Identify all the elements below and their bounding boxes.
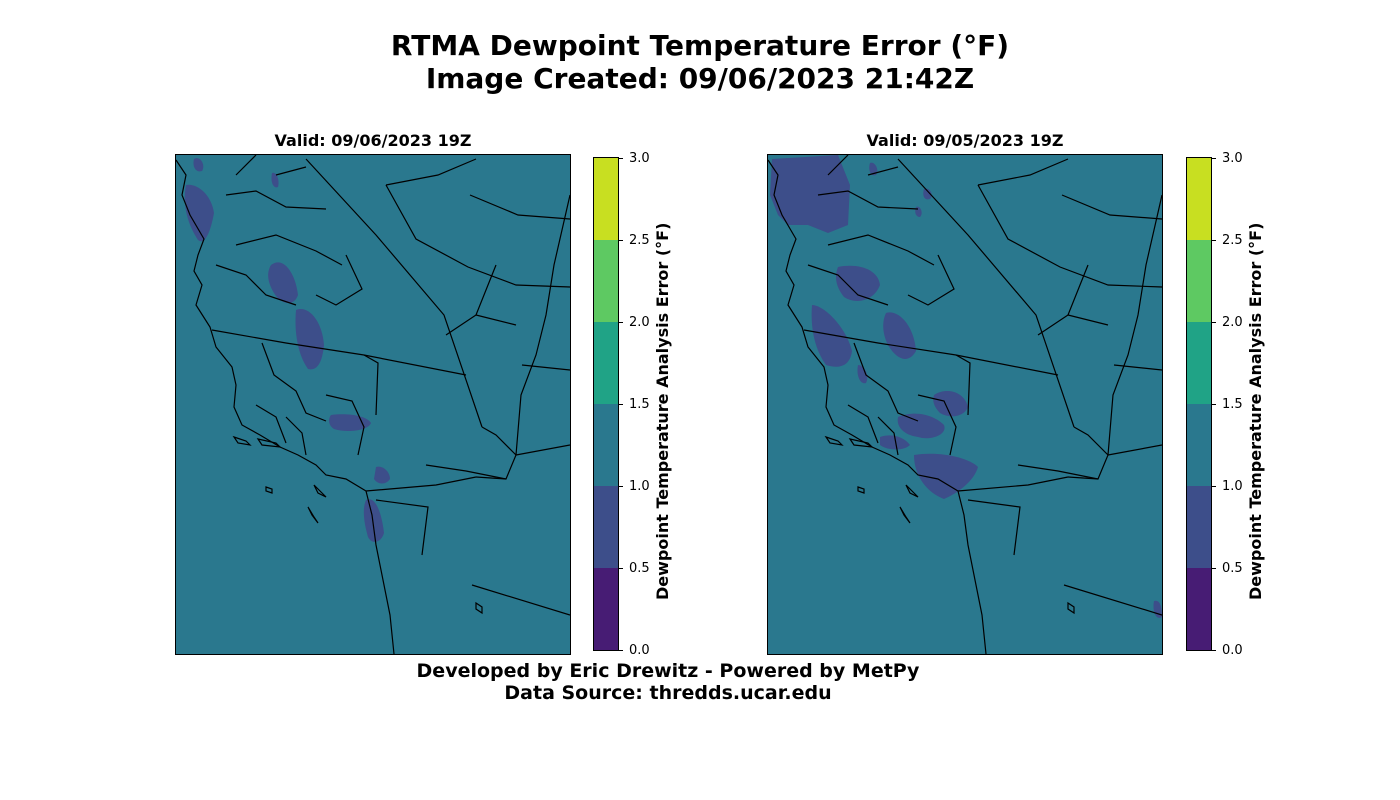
colorbar-left [593, 157, 619, 651]
colorbar-level-3 [1187, 322, 1211, 404]
colorbar-level-5 [1187, 158, 1211, 240]
figure-subtitle: Image Created: 09/06/2023 21:42Z [425, 62, 975, 95]
colorbar-tickmark [619, 404, 623, 405]
colorbar-left-svg [594, 158, 618, 650]
colorbar-tickmark [1212, 568, 1216, 569]
colorbar-tick-label: 0.5 [629, 561, 650, 576]
colorbar-tickmark [1212, 404, 1216, 405]
colorbar-tick-label: 2.0 [1222, 315, 1243, 330]
colorbar-tickmark [619, 240, 623, 241]
colorbar-tickmark [1212, 322, 1216, 323]
colorbar-tick-label: 3.0 [629, 151, 650, 166]
colorbar-level-2 [1187, 404, 1211, 486]
islands-right [824, 435, 1075, 615]
colorbar-level-0 [1187, 568, 1211, 650]
colorbar-tickmark [619, 650, 623, 651]
colorbar-right-svg [1187, 158, 1211, 650]
colorbar-tickmark [1212, 650, 1216, 651]
colorbar-tickmark [1212, 486, 1216, 487]
colorbar-level-3 [594, 322, 618, 404]
colorbar-tick-label: 3.0 [1222, 151, 1243, 166]
colorbar-tickmark [619, 158, 623, 159]
colorbar-tick-label: 2.5 [1222, 233, 1243, 248]
colorbar-tick-label: 0.0 [1222, 643, 1243, 658]
islands-left [232, 435, 483, 615]
colorbar-tick-label: 0.0 [629, 643, 650, 658]
panel-title-right: Valid: 09/05/2023 19Z [866, 131, 1064, 150]
colorbar-tickmark [619, 486, 623, 487]
colorbar-tick-label: 1.5 [629, 397, 650, 412]
colorbar-level-4 [1187, 240, 1211, 322]
colorbar-level-1 [1187, 486, 1211, 568]
error-contours-right [770, 155, 1162, 618]
footer-credit: Developed by Eric Drewitz - Powered by M… [416, 660, 920, 682]
colorbar-level-5 [594, 158, 618, 240]
map-panel-right [767, 154, 1163, 655]
colorbar-tickmark [619, 568, 623, 569]
boundaries-right [768, 155, 1162, 654]
colorbar-level-2 [594, 404, 618, 486]
panel-title-left: Valid: 09/06/2023 19Z [274, 131, 472, 150]
colorbar-tickmark [1212, 240, 1216, 241]
colorbar-right [1186, 157, 1212, 651]
error-contours-left [184, 158, 390, 542]
colorbar-tick-label: 0.5 [1222, 561, 1243, 576]
boundaries-left [176, 155, 570, 654]
colorbar-tick-label: 2.0 [629, 315, 650, 330]
colorbar-level-1 [594, 486, 618, 568]
colorbar-tickmark [1212, 158, 1216, 159]
colorbar-tick-label: 2.5 [629, 233, 650, 248]
map-panel-left [175, 154, 571, 655]
colorbar-tick-label: 1.5 [1222, 397, 1243, 412]
figure-title: RTMA Dewpoint Temperature Error (°F) [390, 29, 1010, 62]
map-svg-right [768, 155, 1162, 654]
footer-source: Data Source: thredds.ucar.edu [504, 682, 832, 704]
colorbar-label-right: Dewpoint Temperature Analysis Error (°F) [1246, 222, 1265, 600]
colorbar-level-4 [594, 240, 618, 322]
map-svg-left [176, 155, 570, 654]
colorbar-label-left: Dewpoint Temperature Analysis Error (°F) [653, 222, 672, 600]
colorbar-level-0 [594, 568, 618, 650]
colorbar-tickmark [619, 322, 623, 323]
colorbar-tick-label: 1.0 [1222, 479, 1243, 494]
colorbar-tick-label: 1.0 [629, 479, 650, 494]
